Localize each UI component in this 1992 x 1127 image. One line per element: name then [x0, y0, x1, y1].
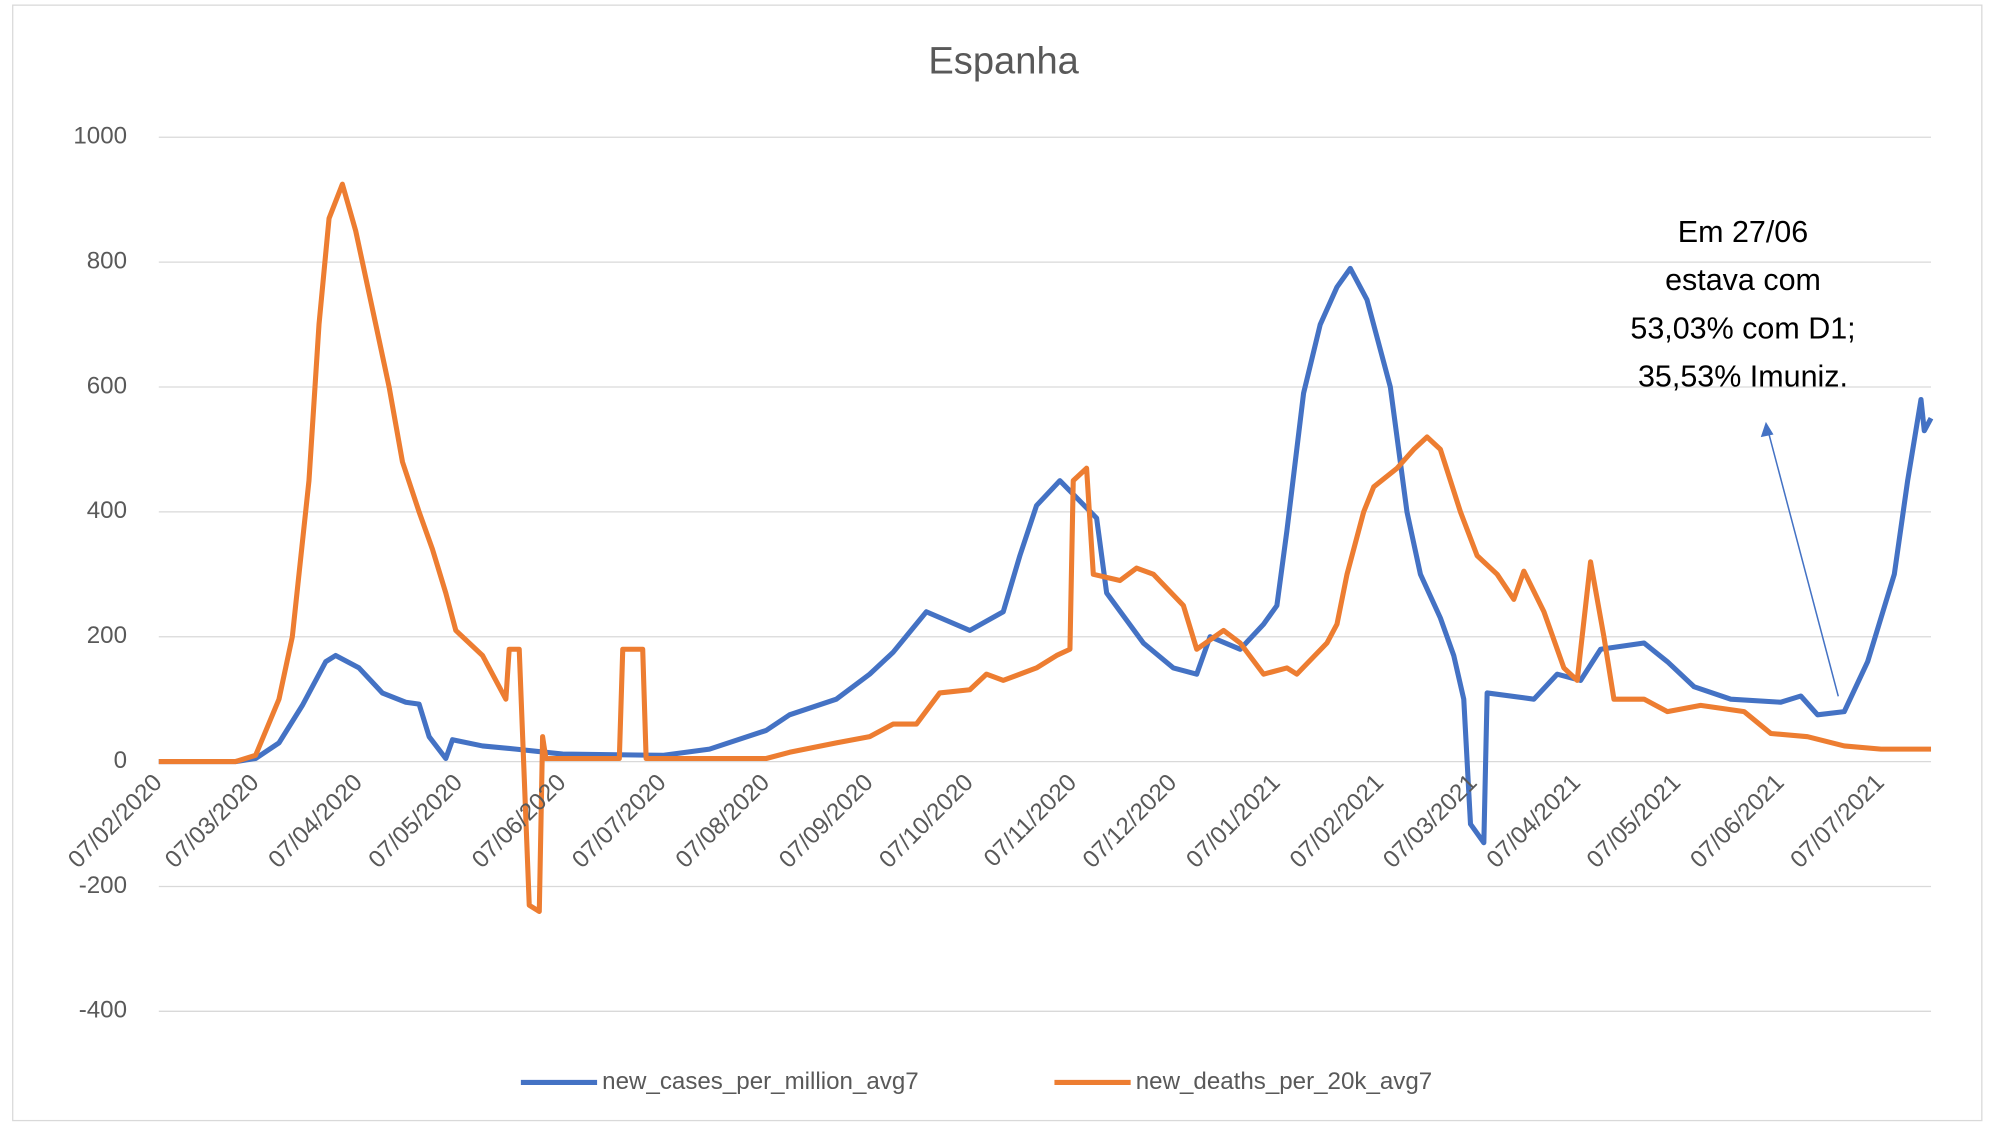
annotation-arrow [1767, 431, 1840, 697]
annotation: 53,03% com D1; [1630, 311, 1855, 345]
y-tick-label: 800 [87, 248, 127, 275]
annotation: Em 27/06 [1678, 215, 1808, 249]
y-tick-label: -200 [79, 872, 127, 899]
y-tick-label: 200 [87, 622, 127, 649]
arrow-head [1760, 421, 1774, 438]
annotation: 35,53% Imuniz. [1638, 360, 1848, 394]
legend-label: new_deaths_per_20k_avg7 [1136, 1068, 1432, 1095]
series-line [158, 265, 1934, 846]
annotation: estava com [1665, 263, 1821, 297]
y-tick-label: 0 [114, 747, 127, 774]
series-line [158, 181, 1932, 915]
y-tick-label: 400 [87, 497, 127, 524]
y-tick-label: 1000 [73, 123, 127, 150]
lines [158, 181, 1934, 915]
y-tick-label: 600 [87, 372, 127, 399]
legend-label: new_cases_per_million_avg7 [602, 1068, 919, 1095]
y-tick-label: -400 [79, 997, 127, 1024]
chart-title: Espanha [928, 41, 1079, 83]
grid [158, 136, 1932, 1012]
chart-border [12, 4, 1983, 1122]
